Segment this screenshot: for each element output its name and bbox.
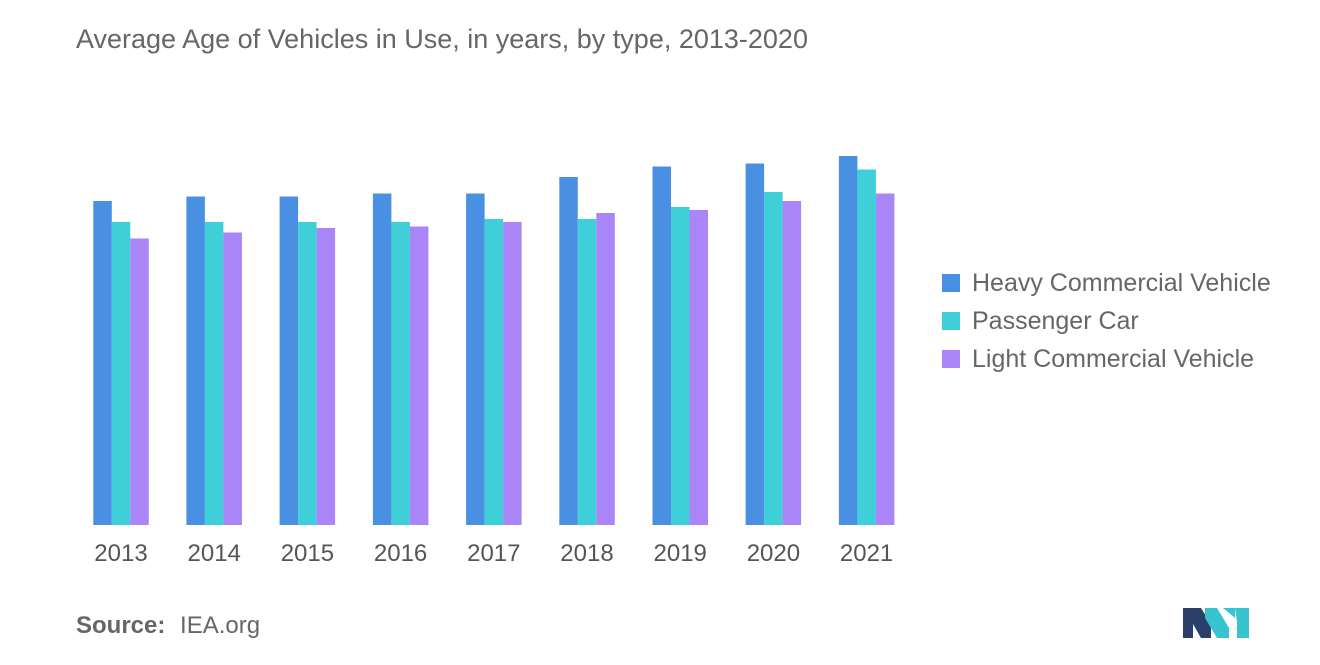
x-tick-label-2013: 2013	[94, 540, 147, 567]
source-label: Source:	[76, 612, 166, 639]
bar-heavy-commercial-vehicle-2015	[279, 196, 299, 525]
bar-light-commercial-vehicle-2017	[503, 222, 522, 525]
bar-light-commercial-vehicle-2013	[130, 238, 149, 525]
bar-heavy-commercial-vehicle-2018	[559, 177, 578, 525]
bar-light-commercial-vehicle-2018	[596, 213, 615, 525]
source-note: Source: IEA.org	[76, 612, 260, 640]
bar-light-commercial-vehicle-2016	[409, 226, 429, 525]
legend-item-light-commercial-vehicle: Light Commercial Vehicle	[942, 340, 1271, 378]
bar-heavy-commercial-vehicle-2019	[652, 166, 671, 525]
bar-passenger-car-2015	[298, 222, 317, 525]
chart-title: Average Age of Vehicles in Use, in years…	[76, 24, 808, 54]
bar-passenger-car-2018	[577, 219, 597, 525]
legend: Heavy Commercial Vehicle Passenger Car L…	[942, 264, 1271, 378]
bar-heavy-commercial-vehicle-2016	[372, 193, 392, 525]
bar-passenger-car-2021	[857, 169, 876, 525]
bar-light-commercial-vehicle-2021	[875, 193, 895, 525]
x-tick-label-2017: 2017	[467, 540, 520, 567]
legend-item-passenger-car: Passenger Car	[942, 302, 1271, 340]
legend-label-light-commercial-vehicle: Light Commercial Vehicle	[972, 344, 1255, 373]
bars-group	[93, 156, 895, 525]
bar-passenger-car-2014	[204, 222, 224, 525]
legend-label-heavy-commercial-vehicle: Heavy Commercial Vehicle	[972, 268, 1271, 297]
legend-label-passenger-car: Passenger Car	[972, 306, 1139, 335]
bar-passenger-car-2013	[111, 222, 131, 525]
bar-light-commercial-vehicle-2015	[316, 228, 336, 525]
bar-heavy-commercial-vehicle-2020	[745, 163, 765, 525]
x-tick-label-2019: 2019	[654, 540, 707, 567]
bar-light-commercial-vehicle-2020	[782, 201, 802, 525]
source-value: IEA.org	[180, 612, 261, 639]
x-tick-label-2016: 2016	[374, 540, 427, 567]
bar-heavy-commercial-vehicle-2013	[93, 201, 112, 525]
x-axis-labels: 2013 2014 2015 2016 2017 2018 2019 2020 2021	[94, 540, 893, 567]
legend-swatch-heavy-commercial-vehicle	[942, 274, 960, 292]
bar-light-commercial-vehicle-2014	[223, 232, 242, 525]
bar-heavy-commercial-vehicle-2017	[466, 193, 485, 525]
bar-passenger-car-2019	[671, 207, 690, 525]
x-tick-label-2018: 2018	[560, 540, 613, 567]
legend-swatch-passenger-car	[942, 312, 960, 330]
legend-item-heavy-commercial-vehicle: Heavy Commercial Vehicle	[942, 264, 1271, 302]
x-tick-label-2014: 2014	[188, 540, 241, 567]
bar-chart: 2013 2014 2015 2016 2017 2018 2019 2020 2021	[93, 156, 895, 567]
bar-light-commercial-vehicle-2019	[689, 210, 708, 525]
bar-heavy-commercial-vehicle-2014	[186, 196, 205, 525]
bar-passenger-car-2020	[764, 192, 783, 525]
mordor-intelligence-logo-icon	[1183, 608, 1249, 638]
bar-heavy-commercial-vehicle-2021	[838, 156, 858, 525]
bar-passenger-car-2016	[391, 222, 410, 525]
bar-passenger-car-2017	[484, 219, 504, 525]
legend-swatch-light-commercial-vehicle	[942, 350, 960, 368]
x-tick-label-2021: 2021	[840, 540, 893, 567]
x-tick-label-2015: 2015	[281, 540, 334, 567]
x-tick-label-2020: 2020	[747, 540, 800, 567]
